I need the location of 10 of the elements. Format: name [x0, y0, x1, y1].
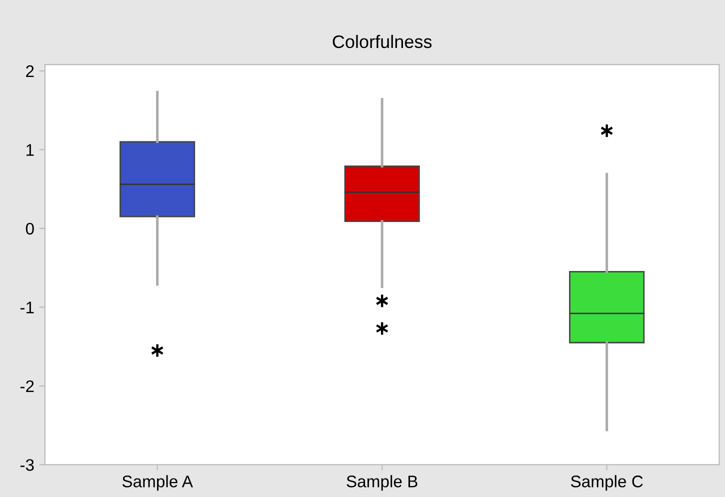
y-tick-label: -3 — [20, 459, 34, 471]
x-tick-label: Sample A — [122, 475, 193, 491]
x-tick-label: Sample B — [346, 475, 418, 491]
y-tick-label: -1 — [20, 302, 34, 314]
x-tick-label: Sample C — [570, 475, 643, 491]
chart-title: Colorfulness — [332, 34, 432, 48]
y-tick-label: 1 — [26, 144, 34, 156]
y-tick-label: 2 — [26, 65, 34, 77]
y-tick-label: 0 — [26, 222, 34, 235]
y-tick-label: -2 — [20, 380, 34, 392]
